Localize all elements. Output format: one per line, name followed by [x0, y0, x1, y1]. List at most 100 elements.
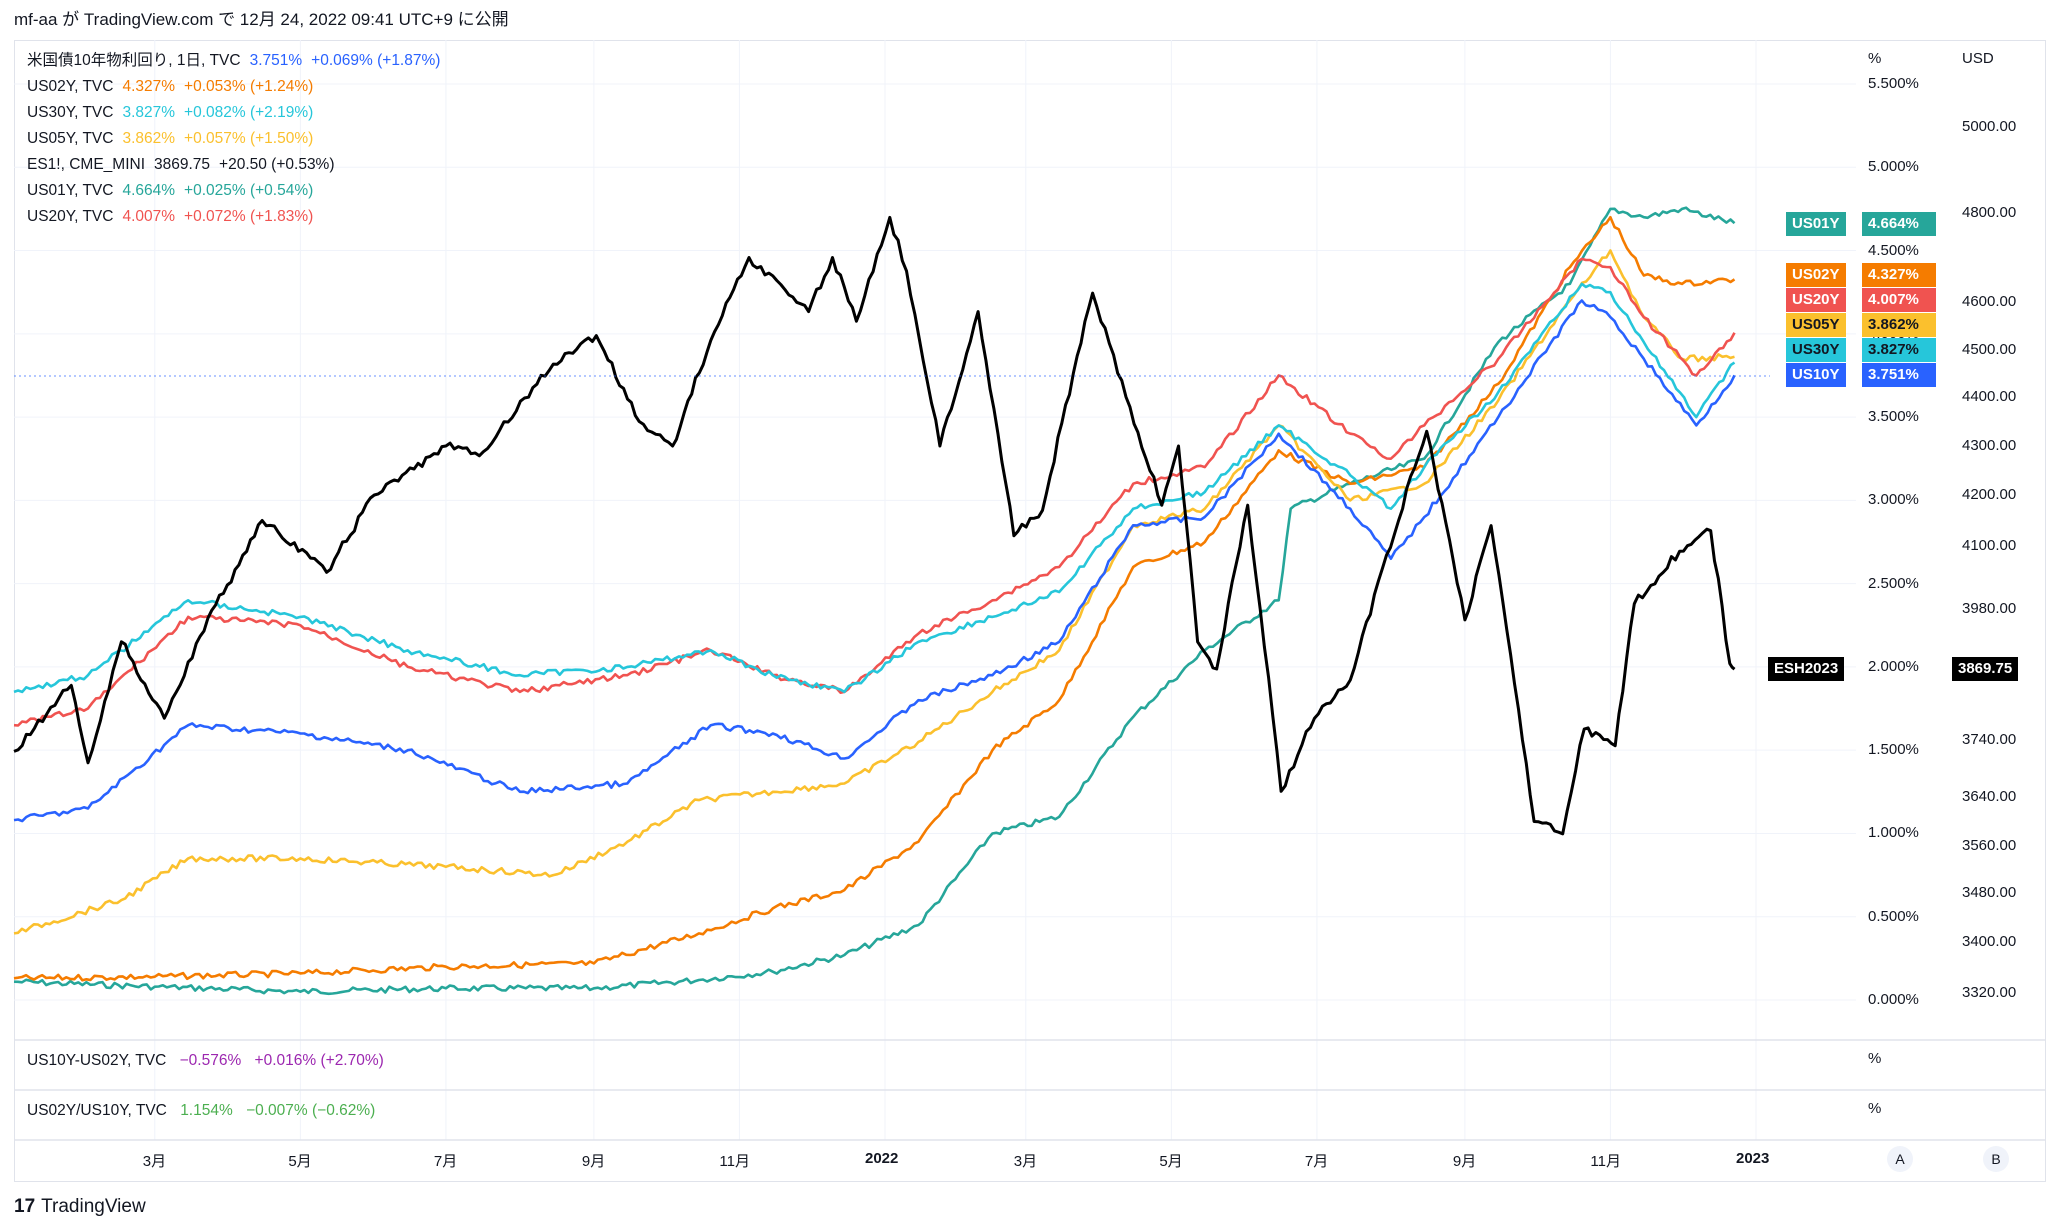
pane-dividers	[14, 1039, 2046, 1141]
series-line-us20y	[13, 257, 1736, 727]
pct-tick-label: 1.500%	[1868, 741, 1919, 759]
legend-series-change: +0.069% (+1.87%)	[311, 52, 441, 69]
series-label-tag: US05Y	[1786, 313, 1846, 337]
legend-row[interactable]: 米国債10年物利回り, 1日, TVC 3.751% +0.069% (+1.87%…	[27, 50, 449, 72]
time-tick-label: 5月	[288, 1153, 312, 1170]
series-line-us02y	[13, 215, 1736, 982]
pct-tick-label: 3.000%	[1868, 491, 1919, 509]
publish-header: mf-aa が TradingView.com で 12月 24, 2022 0…	[14, 10, 509, 29]
time-tick-label: 9月	[1452, 1153, 1477, 1170]
pct-tick-label: 0.000%	[1868, 991, 1919, 1008]
legend-series-change: +0.082% (+2.19%)	[184, 104, 314, 121]
pct-axis-unit: %	[1868, 50, 1882, 67]
usd-tick-label: 3480.00	[1962, 884, 2017, 901]
pane2-change: +0.016% (+2.70%)	[254, 1052, 384, 1069]
scale-b-button[interactable]: B	[1983, 1146, 2009, 1172]
pct-tick-label: 4.500%	[1868, 241, 1919, 259]
usd-tick-label: 3560.00	[1962, 837, 2017, 854]
usd-tick-label: 3740.00	[1962, 731, 2017, 748]
legend-series-value: 3.827%	[122, 104, 176, 121]
tradingview-wordmark: TradingView	[41, 1196, 146, 1217]
usd-tick-label: 4200.00	[1962, 486, 2017, 503]
legend-series-name: US20Y, TVC	[27, 208, 114, 225]
usd-tick-label: 3320.00	[1962, 984, 2017, 1001]
time-tick-label: 11月	[1590, 1153, 1621, 1170]
series-value-tag: 4.007%	[1862, 288, 1936, 312]
legend-series-change: +0.053% (+1.24%)	[184, 78, 314, 95]
legend-series-value: 4.327%	[122, 78, 176, 95]
legend-series-name: US05Y, TVC	[27, 130, 114, 147]
pane3-name: US02Y/US10Y, TVC	[27, 1102, 167, 1119]
legend-row[interactable]: US02Y, TVC 4.327% +0.053% (+1.24%)	[27, 76, 322, 98]
pct-tick-label: 2.000%	[1868, 657, 1919, 675]
legend-row[interactable]: US05Y, TVC 3.862% +0.057% (+1.50%)	[27, 128, 322, 150]
pct-tick-label: 5.500%	[1868, 75, 1919, 92]
legend-series-value: 4.664%	[122, 182, 176, 199]
legend-series-name: US01Y, TVC	[27, 182, 114, 199]
pct-tick-label: 2.500%	[1868, 574, 1919, 592]
time-tick-label: 2022	[865, 1150, 899, 1167]
legend-series-name: 米国債10年物利回り, 1日, TVC	[27, 52, 241, 69]
legend-row[interactable]: US20Y, TVC 4.007% +0.072% (+1.83%)	[27, 206, 322, 228]
time-tick-label: 9月	[581, 1153, 606, 1170]
usd-tick-label: 4100.00	[1962, 537, 2017, 554]
series-line-esh2023	[13, 215, 1736, 836]
pane2-value: −0.576%	[179, 1052, 242, 1069]
series-label-tag: US01Y	[1786, 212, 1846, 236]
series-label-tag: US10Y	[1786, 363, 1846, 387]
usd-tick-label: 3400.00	[1962, 933, 2017, 950]
time-tick-label: 2023	[1736, 1150, 1770, 1167]
footer-brand[interactable]: 17 TradingView	[14, 1192, 146, 1222]
time-tick-label: 3月	[142, 1153, 167, 1170]
grid-lines	[14, 40, 1856, 1140]
auto-scale-button[interactable]: A	[1887, 1146, 1913, 1172]
legend-series-change: +20.50 (+0.53%)	[219, 156, 335, 173]
es-label-tag: ESH2023	[1768, 657, 1845, 681]
usd-tick-label: 3640.00	[1962, 788, 2017, 805]
pane2-legend[interactable]: US10Y-US02Y, TVC −0.576% +0.016% (+2.70%…	[27, 1050, 393, 1072]
legend-series-value: 3.862%	[122, 130, 176, 147]
usd-tick-label: 5000.00	[1962, 118, 2017, 135]
series-value-tag: 3.827%	[1862, 338, 1936, 362]
legend-series-name: ES1!, CME_MINI	[27, 156, 145, 173]
legend-row[interactable]: US01Y, TVC 4.664% +0.025% (+0.54%)	[27, 180, 322, 202]
series-value-tag: 3.751%	[1862, 363, 1936, 387]
series-label-tag: US20Y	[1786, 288, 1846, 312]
pane3-value: 1.154%	[180, 1102, 233, 1119]
legend-row[interactable]: US30Y, TVC 3.827% +0.082% (+2.19%)	[27, 102, 322, 124]
series-value-tag: 3.862%	[1862, 313, 1936, 337]
chart-frame[interactable]	[14, 40, 2046, 1182]
usd-tick-label: 4300.00	[1962, 437, 2017, 454]
time-tick-label: 5月	[1159, 1153, 1183, 1170]
series-line-us05y	[13, 249, 1735, 935]
legend-series-name: US02Y, TVC	[27, 78, 114, 95]
pct-tick-label: 5.000%	[1868, 158, 1919, 176]
series-line-us01y	[13, 206, 1736, 996]
pane2-unit: %	[1868, 1050, 1882, 1067]
usd-tick-label: 4800.00	[1962, 204, 2017, 221]
series-label-tag: US30Y	[1786, 338, 1846, 362]
series-line-us10y	[13, 299, 1736, 823]
usd-tick-label: 4600.00	[1962, 293, 2017, 310]
time-tick-label: 11月	[719, 1153, 750, 1170]
pct-tick-label: 3.500%	[1868, 408, 1919, 426]
pane3-legend[interactable]: US02Y/US10Y, TVC 1.154% −0.007% (−0.62%)	[27, 1100, 384, 1122]
pct-tick-label: 1.000%	[1868, 824, 1919, 842]
usd-tick-label: 3980.00	[1962, 600, 2017, 617]
legend-series-value: 3869.75	[154, 156, 211, 173]
series-label-tag: US02Y	[1786, 263, 1846, 287]
pane3-unit: %	[1868, 1100, 1882, 1117]
usd-tick-label: 4500.00	[1962, 341, 2017, 358]
pct-tick-label: 0.500%	[1868, 907, 1919, 925]
legend-series-value: 4.007%	[122, 208, 176, 225]
legend-series-value: 3.751%	[249, 52, 303, 69]
legend-row[interactable]: ES1!, CME_MINI 3869.75 +20.50 (+0.53%)	[27, 154, 344, 176]
pane2-name: US10Y-US02Y, TVC	[27, 1052, 167, 1069]
series-value-tag: 4.664%	[1862, 212, 1936, 236]
time-tick-label: 7月	[1304, 1153, 1329, 1170]
legend-series-change: +0.057% (+1.50%)	[184, 130, 314, 147]
series-value-tag: 4.327%	[1862, 263, 1936, 287]
legend-series-change: +0.025% (+0.54%)	[184, 182, 314, 199]
legend-series-name: US30Y, TVC	[27, 104, 114, 121]
